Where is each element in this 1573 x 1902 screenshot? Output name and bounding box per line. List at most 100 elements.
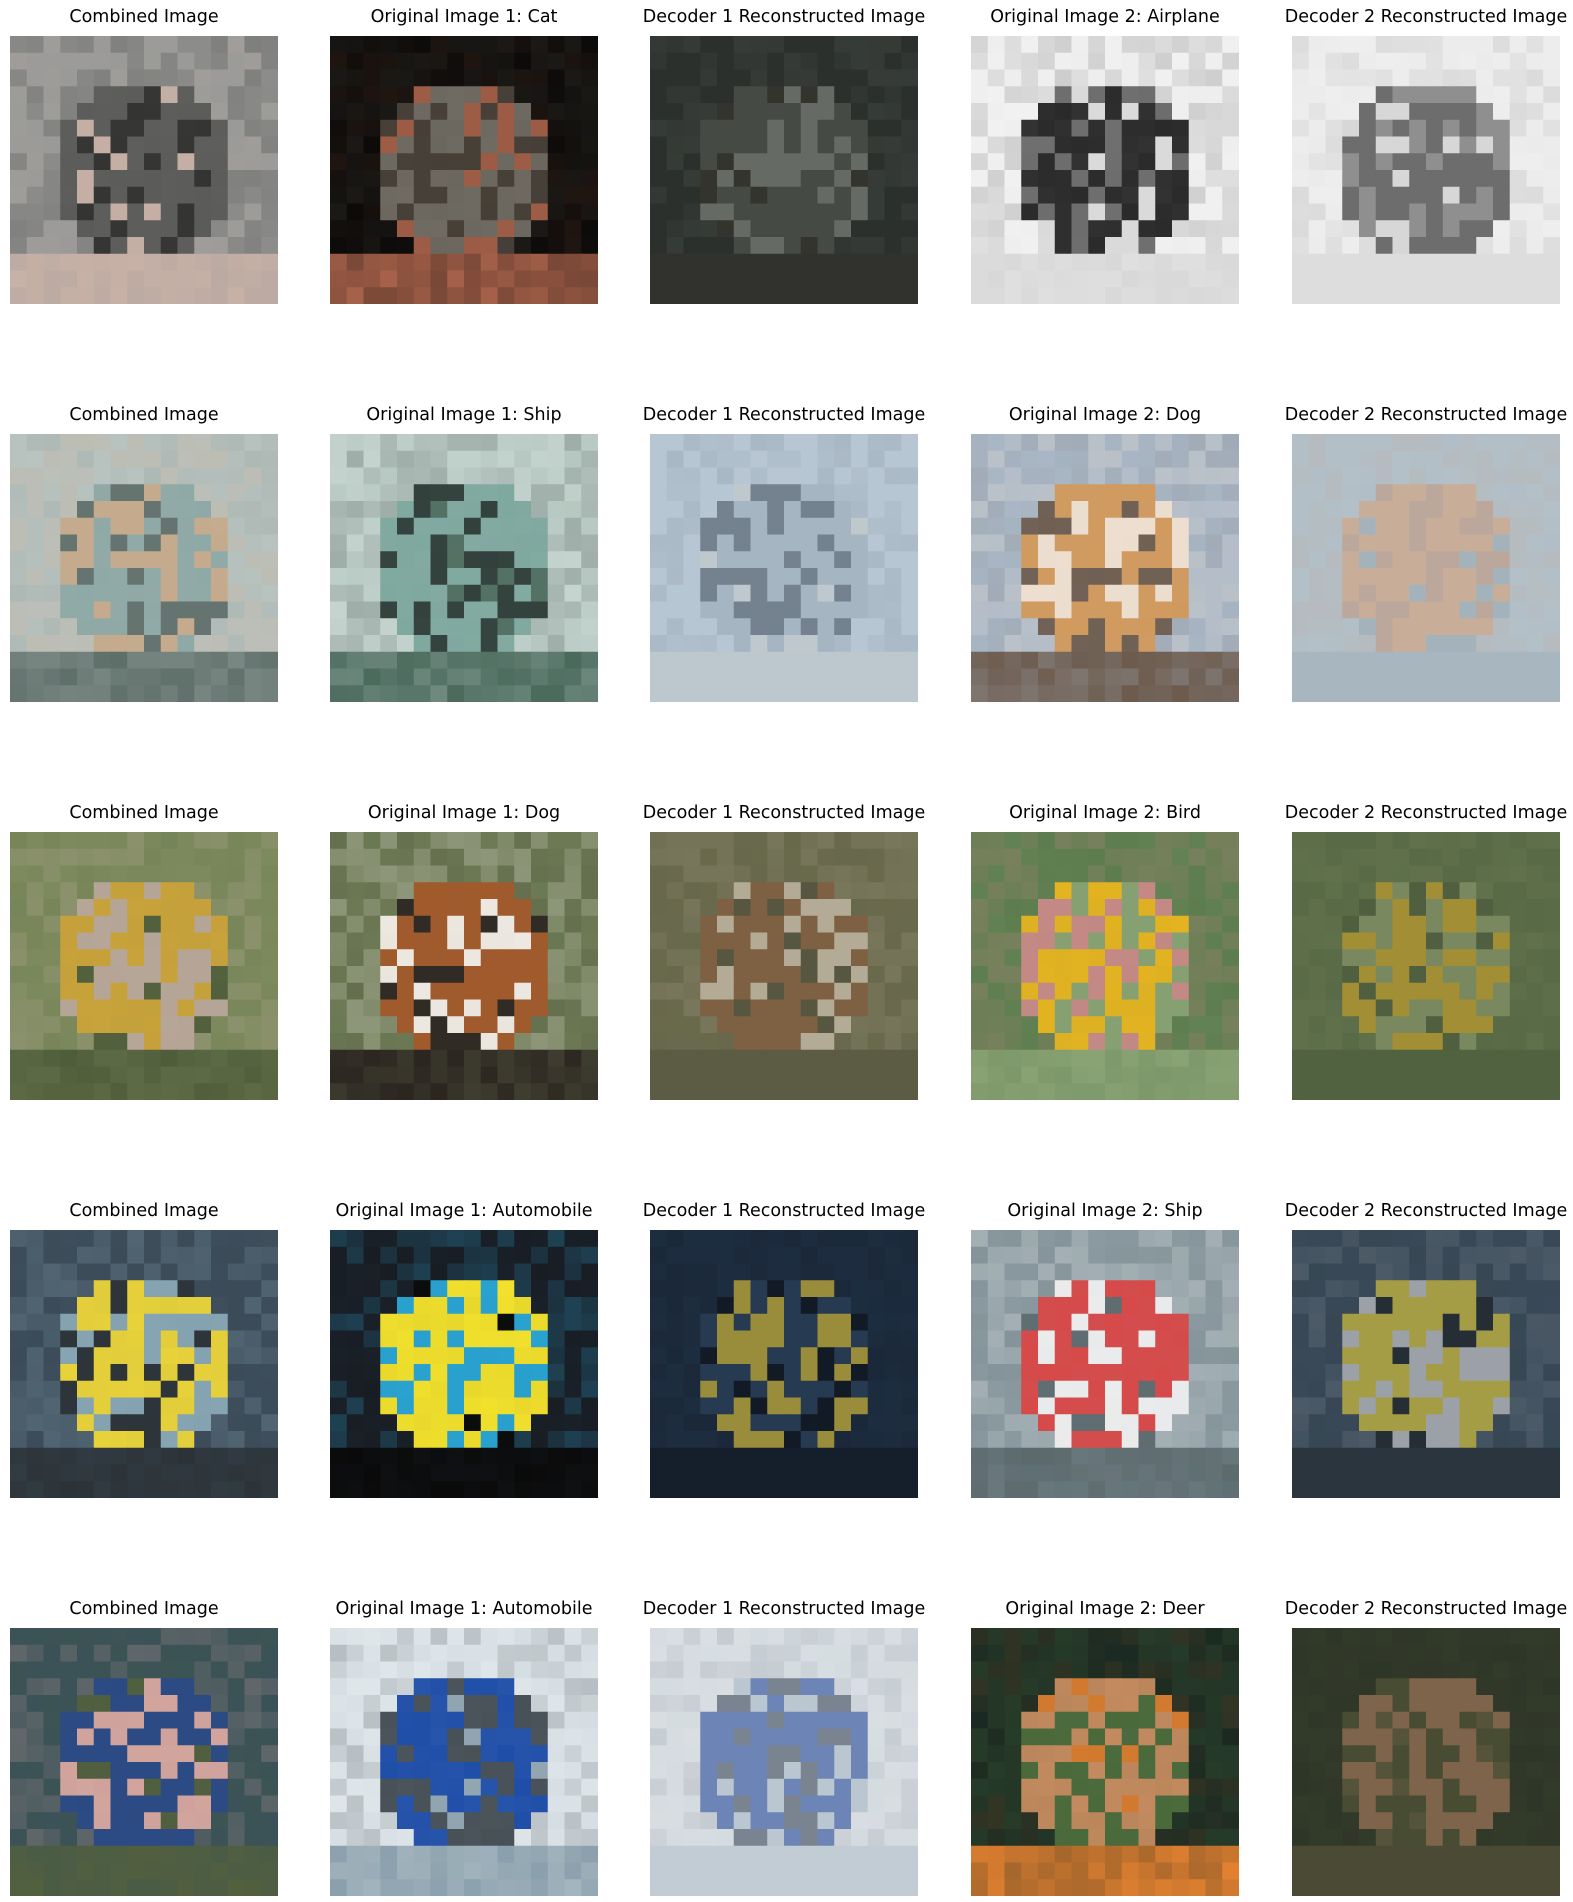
image-pixel-block [60, 119, 78, 138]
image-pixel-block [10, 1464, 28, 1482]
image-pixel-block [1205, 832, 1223, 850]
image-pixel-block [1138, 1380, 1156, 1399]
image-pixel-block [514, 501, 532, 519]
image-pixel-block [851, 186, 869, 205]
image-pixel-block [867, 1066, 886, 1084]
image-pixel-block [194, 287, 212, 304]
image-pixel-block [733, 1083, 752, 1100]
image-pixel-block [1004, 1464, 1022, 1482]
image-pixel-block [1105, 915, 1123, 934]
image-pixel-block [430, 668, 448, 686]
image-pixel-block [497, 1380, 515, 1399]
image-mosaic [10, 832, 278, 1100]
image-pixel-block [851, 136, 869, 154]
image-pixel-block [1375, 882, 1394, 900]
image-pixel-block [497, 899, 515, 917]
image-pixel-block [1071, 568, 1089, 586]
image-pixel-block [1105, 1083, 1123, 1100]
image-pixel-block [650, 220, 668, 238]
image-pixel-block [547, 832, 566, 850]
image-pixel-block [1038, 434, 1056, 452]
image-pixel-block [447, 966, 465, 984]
image-pixel-block [177, 1083, 195, 1100]
image-pixel-block [1292, 270, 1310, 288]
image-pixel-block [380, 932, 398, 950]
image-pixel-block [26, 52, 45, 71]
image-pixel-block [750, 999, 768, 1017]
image-pixel-block [430, 1313, 448, 1332]
image-pixel-block [1172, 1364, 1190, 1382]
image-pixel-block [1172, 584, 1190, 603]
image-pixel-block [244, 1246, 262, 1265]
image-pixel-block [1409, 69, 1427, 87]
image-pixel-block [750, 484, 768, 502]
image-pixel-block [1292, 203, 1310, 221]
image-pixel-block [464, 484, 482, 502]
image-pixel-block [1426, 668, 1444, 686]
image-pixel-block [330, 103, 348, 121]
image-pixel-block [514, 584, 532, 603]
image-pixel-block [971, 1280, 989, 1298]
image-pixel-block [884, 1083, 902, 1100]
image-pixel-block [851, 1246, 869, 1265]
image-pixel-block [1105, 1263, 1123, 1281]
image-pixel-block [867, 86, 886, 104]
image-pixel-block [1543, 668, 1560, 686]
image-pixel-block [211, 450, 229, 469]
image-pixel-block [1138, 1347, 1156, 1365]
image-pixel-block [987, 1347, 1006, 1365]
panel-title: Decoder 2 Reconstructed Image [1284, 405, 1568, 425]
image-pixel-block [666, 551, 685, 569]
image-pixel-block [1138, 1049, 1156, 1068]
image-pixel-block [650, 685, 668, 702]
image-pixel-block [26, 534, 45, 552]
image-pixel-block [750, 1397, 768, 1415]
image-pixel-block [1121, 237, 1140, 255]
image-pixel-block [1392, 119, 1410, 138]
image-pixel-block [1121, 1397, 1140, 1415]
image-pixel-block [1121, 136, 1140, 154]
image-pixel-block [1292, 52, 1310, 71]
image-pixel-block [380, 253, 398, 272]
image-pixel-block [784, 899, 802, 917]
image-pixel-block [717, 103, 735, 121]
image-pixel-block [346, 1447, 365, 1466]
image-pixel-block [346, 1347, 365, 1365]
image-pixel-block [750, 1083, 768, 1100]
image-pixel-block [1342, 949, 1360, 967]
image-pixel-block [987, 69, 1006, 87]
image-pixel-block [1308, 484, 1327, 502]
image-pixel-block [733, 237, 752, 255]
image-pixel-block [160, 584, 179, 603]
image-pixel-block [1308, 618, 1327, 636]
image-pixel-block [1526, 36, 1544, 54]
image-pixel-block [800, 635, 819, 653]
image-pixel-block [717, 1313, 735, 1332]
image-pixel-block [717, 203, 735, 221]
image-pixel-block [480, 1347, 499, 1365]
image-pixel-block [1325, 517, 1343, 536]
image-pixel-block [1476, 86, 1494, 104]
image-pixel-block [1172, 36, 1190, 54]
image-pixel-block [1054, 932, 1073, 950]
airplane-image [971, 36, 1239, 304]
image-pixel-block [1375, 966, 1394, 984]
image-pixel-block [1476, 501, 1494, 519]
image-pixel-block [1442, 865, 1461, 883]
image-pixel-block [1071, 69, 1089, 87]
image-pixel-block [1054, 1280, 1073, 1298]
image-pixel-block [464, 865, 482, 883]
image-pixel-block [413, 1083, 432, 1100]
image-pixel-block [211, 467, 229, 485]
image-pixel-block [733, 635, 752, 653]
image-pixel-block [1292, 999, 1310, 1017]
image-pixel-block [884, 153, 902, 171]
image-pixel-block [817, 932, 835, 950]
image-pixel-block [10, 1066, 28, 1084]
image-pixel-block [767, 1481, 785, 1498]
image-pixel-block [717, 848, 735, 867]
image-pixel-block [77, 136, 95, 154]
image-pixel-block [1442, 69, 1461, 87]
image-pixel-block [1308, 848, 1327, 867]
image-pixel-block [1105, 1414, 1123, 1432]
